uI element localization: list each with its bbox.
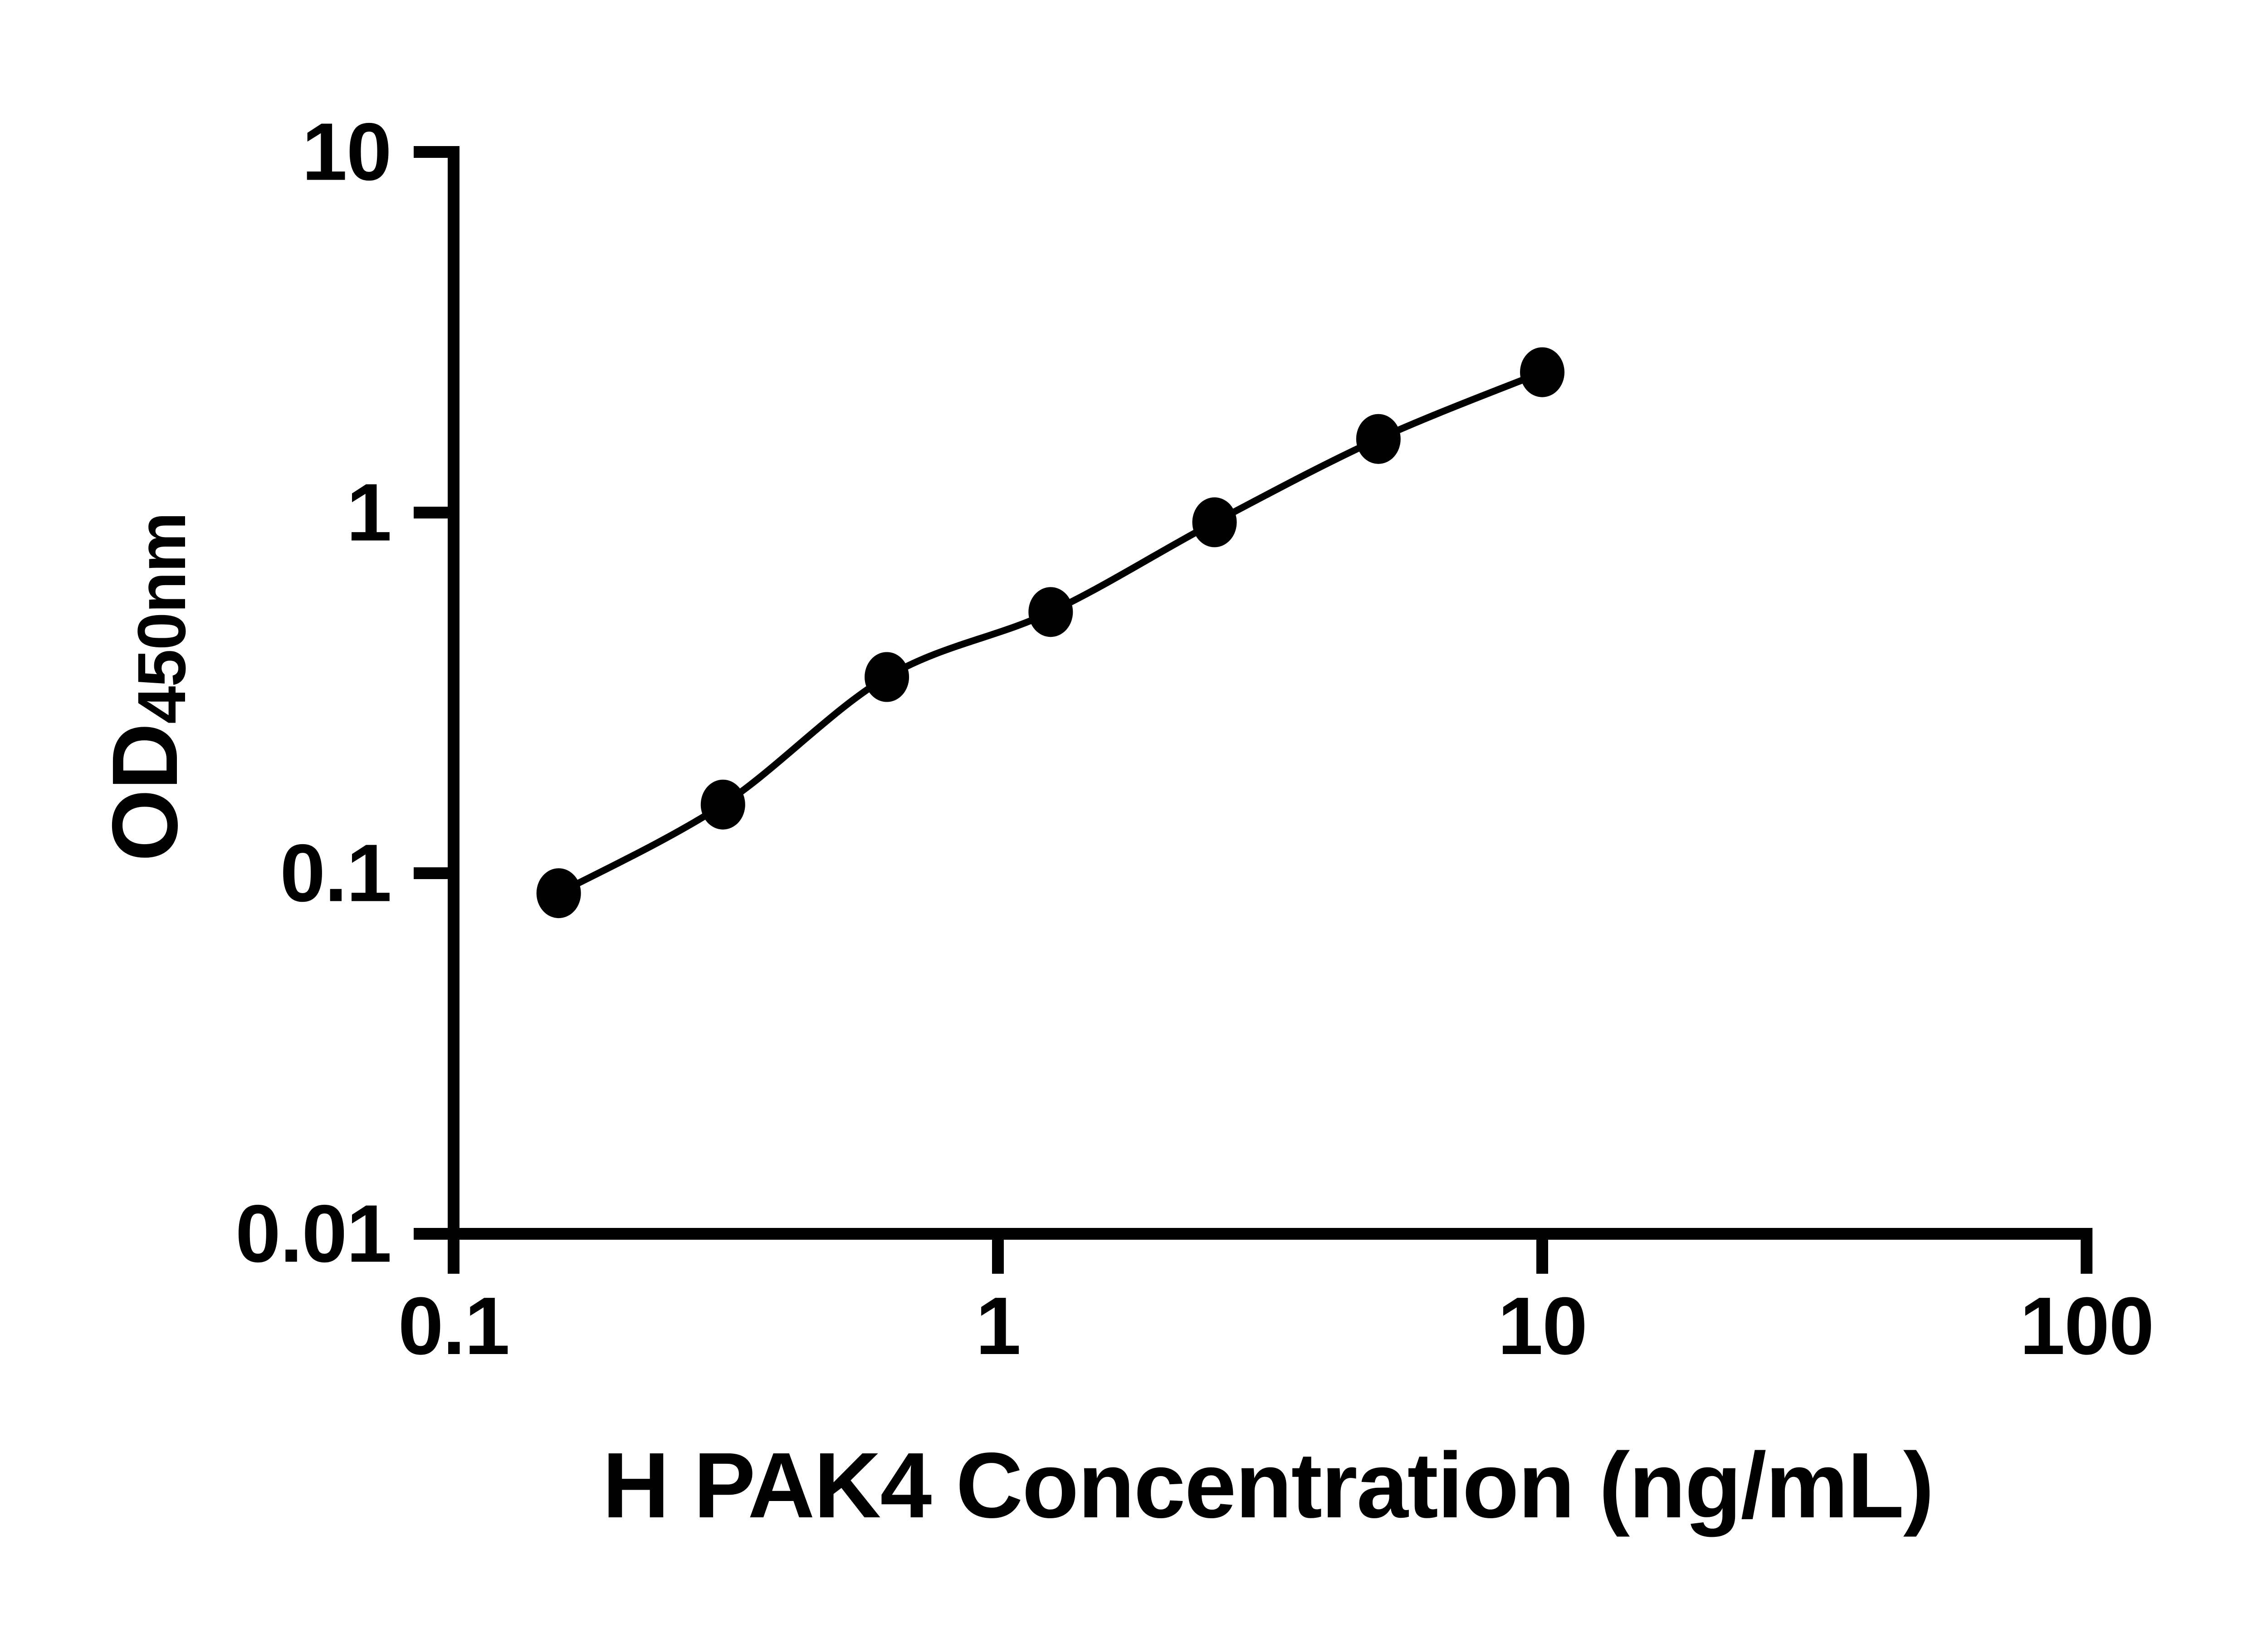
x-axis-title: H PAK4 Concentration (ng/mL) xyxy=(602,1433,1933,1537)
data-point xyxy=(1356,414,1401,464)
data-point xyxy=(536,868,581,919)
y-axis-title: OD450nm xyxy=(93,513,200,861)
y-tick-label: 1 xyxy=(347,467,391,558)
x-tick-label: 0.1 xyxy=(398,1281,509,1372)
y-tick-label: 0.01 xyxy=(235,1188,391,1280)
data-point xyxy=(1520,347,1564,397)
y-axis-title-main: OD xyxy=(93,724,197,861)
x-tick-label: 1 xyxy=(976,1281,1020,1372)
data-point xyxy=(700,779,745,830)
y-tick-label: 0.1 xyxy=(280,828,391,919)
data-point xyxy=(1192,497,1237,548)
y-tick-label: 10 xyxy=(302,107,391,198)
x-tick-label: 100 xyxy=(2020,1281,2154,1372)
data-point xyxy=(865,652,909,702)
y-axis-title-subscript: 450nm xyxy=(123,513,200,724)
x-tick-label: 10 xyxy=(1498,1281,1587,1372)
data-point xyxy=(1028,587,1073,637)
